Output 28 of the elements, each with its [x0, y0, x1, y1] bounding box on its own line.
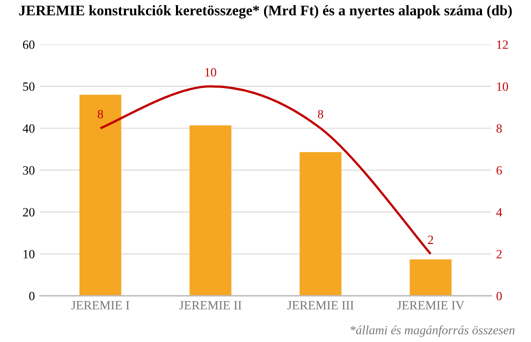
data-label: 8: [98, 110, 104, 118]
bar: [79, 94, 122, 296]
y2-tick-label: 8: [496, 124, 502, 133]
x-tick-label: JEREMIE II: [179, 301, 242, 310]
y-tick-label: 40: [22, 124, 34, 133]
y2-tick-label: 0: [496, 292, 502, 300]
y2-tick-label: 12: [497, 40, 508, 49]
chart-title: JEREMIE konstrukciók keretösszege* (Mrd Ft) és a nyertes alapok száma (db): [19, 5, 512, 18]
y2-tick-label: 6: [496, 166, 502, 175]
y2-tick-label: 4: [496, 208, 502, 216]
y-tick-label: 30: [23, 166, 34, 175]
y-tick-label: 10: [24, 250, 34, 258]
y2-tick-label: 2: [496, 250, 502, 258]
y-tick-label: 50: [23, 82, 34, 91]
y-tick-label: 0: [29, 292, 34, 300]
data-label: 8: [318, 110, 324, 118]
x-tick-label: JEREMIE III: [287, 301, 354, 310]
text: *állami és magánforrás összesen: [350, 325, 515, 337]
data-label: 10: [205, 68, 216, 76]
y2-tick-label: 10: [497, 82, 508, 91]
x-tick-label: JEREMIE IV: [397, 301, 464, 310]
data-label: 2: [428, 236, 434, 244]
x-tick-label: JEREMIE I: [71, 301, 130, 310]
bar: [410, 259, 452, 296]
y-tick-label: 60: [23, 40, 34, 49]
bar: [300, 152, 342, 296]
y-tick-label: 20: [23, 208, 34, 216]
bar: [190, 125, 232, 296]
